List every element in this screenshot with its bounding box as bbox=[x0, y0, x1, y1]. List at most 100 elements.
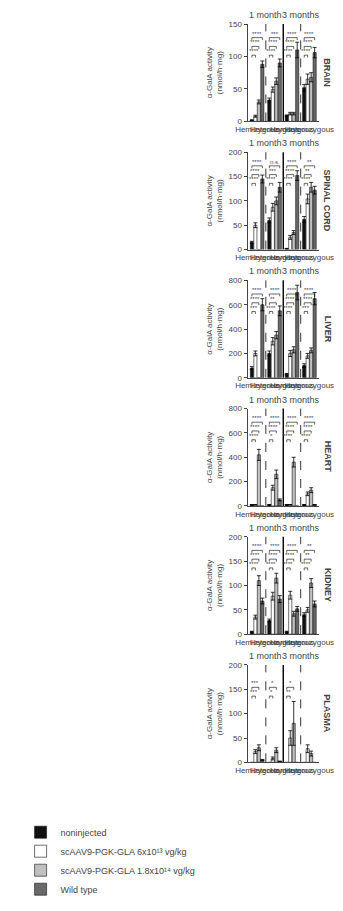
svg-text:200: 200 bbox=[229, 533, 243, 542]
svg-text:****: **** bbox=[287, 287, 297, 293]
svg-text:Hemizygous: Hemizygous bbox=[270, 638, 314, 647]
svg-text:****: **** bbox=[283, 561, 293, 567]
svg-text:**: ** bbox=[270, 296, 275, 302]
svg-text:****: **** bbox=[283, 305, 293, 311]
svg-text:****: **** bbox=[252, 415, 262, 421]
svg-text:200: 200 bbox=[229, 148, 243, 157]
svg-text:50: 50 bbox=[233, 85, 242, 94]
svg-text:****: **** bbox=[252, 31, 262, 37]
svg-text:Hemizygous: Hemizygous bbox=[235, 766, 279, 775]
svg-text:Hemizygous: Hemizygous bbox=[270, 510, 314, 519]
svg-text:SPINAL CORD: SPINAL CORD bbox=[322, 169, 332, 231]
svg-text:150: 150 bbox=[229, 557, 243, 566]
svg-text:α-GalA activity(nmol/h·mg): α-GalA activity(nmol/h·mg) bbox=[205, 432, 224, 483]
svg-text:α-GalA activity(nmol/h·mg): α-GalA activity(nmol/h·mg) bbox=[205, 688, 224, 739]
svg-text:400: 400 bbox=[229, 325, 243, 334]
svg-text:****: **** bbox=[250, 424, 260, 430]
svg-text:400: 400 bbox=[229, 453, 243, 462]
svg-text:****: **** bbox=[266, 48, 276, 54]
svg-text:noninjected: noninjected bbox=[61, 828, 107, 838]
svg-text:scAAV9-PGK-GLA 6x10¹³ vg/kg: scAAV9-PGK-GLA 6x10¹³ vg/kg bbox=[61, 847, 187, 857]
svg-text:BRAIN: BRAIN bbox=[322, 58, 332, 87]
svg-text:1 month: 1 month bbox=[249, 10, 282, 20]
svg-text:****: **** bbox=[266, 305, 276, 311]
svg-text:****: **** bbox=[285, 39, 295, 45]
svg-text:****: **** bbox=[266, 176, 276, 182]
svg-text:1 month: 1 month bbox=[249, 523, 282, 533]
svg-text:α-GalA activity(nmol/h·mg): α-GalA activity(nmol/h·mg) bbox=[205, 303, 224, 354]
svg-text:***: *** bbox=[250, 305, 258, 311]
svg-text:****: **** bbox=[285, 552, 295, 558]
svg-text:1 month: 1 month bbox=[249, 651, 282, 661]
svg-text:α-GalA activity(nmol/h·mg): α-GalA activity(nmol/h·mg) bbox=[205, 175, 224, 226]
svg-text:****: **** bbox=[252, 543, 262, 549]
svg-text:***: *** bbox=[269, 168, 277, 174]
svg-text:****: **** bbox=[270, 543, 280, 549]
svg-text:****: **** bbox=[304, 287, 314, 293]
svg-text:0: 0 bbox=[237, 245, 242, 254]
svg-text:****: **** bbox=[283, 433, 293, 439]
svg-text:*: * bbox=[289, 680, 292, 686]
svg-text:600: 600 bbox=[229, 429, 243, 438]
svg-text:0: 0 bbox=[237, 117, 242, 126]
svg-text:****: **** bbox=[287, 159, 297, 165]
svg-text:****: **** bbox=[250, 39, 260, 45]
svg-text:LIVER: LIVER bbox=[323, 316, 333, 343]
svg-text:****: **** bbox=[270, 415, 280, 421]
svg-text:Heterozygous: Heterozygous bbox=[285, 766, 334, 775]
svg-text:50: 50 bbox=[233, 221, 242, 230]
svg-text:3 months: 3 months bbox=[282, 651, 320, 661]
svg-text:****: **** bbox=[301, 176, 311, 182]
svg-text:****: **** bbox=[283, 176, 293, 182]
svg-text:100: 100 bbox=[229, 581, 243, 590]
svg-text:****: **** bbox=[250, 552, 260, 558]
svg-text:****: **** bbox=[301, 433, 311, 439]
svg-text:200: 200 bbox=[229, 477, 243, 486]
svg-text:****: **** bbox=[249, 433, 259, 439]
svg-text:Hemizygous: Hemizygous bbox=[270, 766, 314, 775]
svg-text:Hemizygous: Hemizygous bbox=[235, 125, 279, 134]
svg-text:****: **** bbox=[268, 552, 278, 558]
svg-text:3 months: 3 months bbox=[282, 395, 320, 405]
svg-text:****: **** bbox=[250, 168, 260, 174]
svg-text:****: **** bbox=[283, 48, 293, 54]
svg-text:Heterozygous: Heterozygous bbox=[285, 510, 334, 519]
svg-text:Hemizygous: Hemizygous bbox=[235, 638, 279, 647]
svg-text:100: 100 bbox=[229, 709, 243, 718]
svg-text:Heterozygous: Heterozygous bbox=[250, 638, 299, 647]
svg-text:1 month: 1 month bbox=[249, 266, 282, 276]
svg-text:****: **** bbox=[285, 296, 295, 302]
svg-text:Heterozygous: Heterozygous bbox=[285, 638, 334, 647]
svg-text:***: *** bbox=[251, 680, 259, 686]
svg-text:****: **** bbox=[249, 48, 259, 54]
svg-text:****: **** bbox=[301, 48, 311, 54]
svg-text:**: ** bbox=[305, 168, 310, 174]
svg-text:*: * bbox=[271, 680, 274, 686]
svg-text:0: 0 bbox=[237, 374, 242, 383]
svg-text:**: ** bbox=[305, 552, 310, 558]
svg-text:Heterozygous: Heterozygous bbox=[250, 381, 299, 390]
svg-text:0: 0 bbox=[237, 502, 242, 511]
svg-text:3 months: 3 months bbox=[282, 138, 320, 148]
svg-text:****: **** bbox=[304, 31, 314, 37]
svg-text:****: **** bbox=[287, 415, 297, 421]
svg-text:600: 600 bbox=[229, 301, 243, 310]
svg-text:scAAV9-PGK-GLA 1.8x10¹⁴ vg/kg: scAAV9-PGK-GLA 1.8x10¹⁴ vg/kg bbox=[61, 866, 195, 876]
svg-text:****: **** bbox=[303, 296, 313, 302]
svg-text:Heterozygous: Heterozygous bbox=[250, 253, 299, 262]
svg-text:150: 150 bbox=[229, 685, 243, 694]
svg-text:Hemizygous: Hemizygous bbox=[235, 253, 279, 262]
svg-text:Hemizygous: Hemizygous bbox=[270, 125, 314, 134]
svg-text:1 month: 1 month bbox=[249, 138, 282, 148]
svg-text:200: 200 bbox=[229, 349, 243, 358]
svg-text:****: **** bbox=[249, 561, 259, 567]
svg-text:*: * bbox=[270, 689, 273, 695]
svg-text:150: 150 bbox=[229, 20, 243, 29]
svg-text:Heterozygous: Heterozygous bbox=[285, 253, 334, 262]
svg-text:***: *** bbox=[250, 689, 258, 695]
svg-text:3 months: 3 months bbox=[282, 266, 320, 276]
svg-text:****: **** bbox=[252, 159, 262, 165]
svg-text:****: **** bbox=[270, 287, 280, 293]
svg-text:1 month: 1 month bbox=[249, 395, 282, 405]
svg-text:100: 100 bbox=[229, 197, 243, 206]
